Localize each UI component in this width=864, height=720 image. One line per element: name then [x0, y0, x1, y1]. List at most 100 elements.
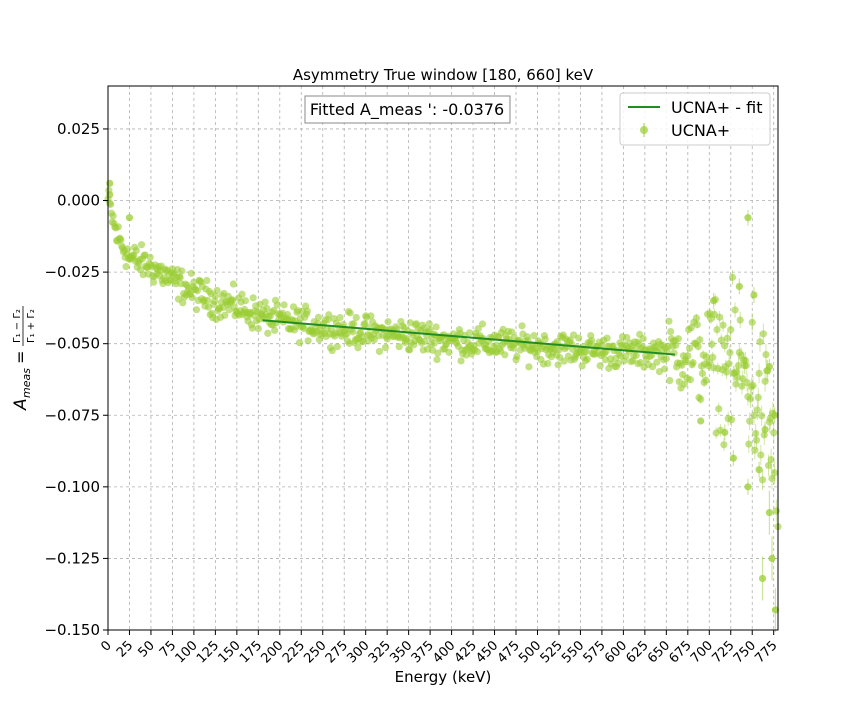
data-point	[674, 335, 682, 343]
data-point	[336, 313, 344, 322]
y-tick-label: −0.050	[44, 335, 100, 353]
data-point	[122, 262, 130, 271]
data-point	[193, 287, 201, 295]
data-point	[203, 276, 211, 285]
data-point	[541, 335, 549, 343]
data-point	[717, 336, 725, 344]
data-point	[745, 440, 753, 448]
y-label-numerator: Γ₁ − Γ₂	[12, 309, 23, 343]
data-point	[734, 361, 743, 370]
data-point	[352, 313, 360, 322]
data-point-outlier	[758, 574, 767, 583]
data-point	[588, 337, 596, 345]
data-point	[754, 393, 762, 402]
data-point	[349, 328, 357, 336]
data-point	[672, 341, 680, 349]
data-point-outlier	[721, 428, 729, 437]
data-point-outlier	[770, 411, 779, 419]
data-point	[770, 429, 778, 437]
data-point	[727, 326, 735, 334]
data-point	[188, 294, 196, 302]
data-point	[554, 361, 562, 369]
data-point	[759, 330, 767, 338]
y-tick-label: −0.025	[44, 263, 100, 281]
data-point	[703, 353, 711, 361]
data-point-outlier	[750, 291, 758, 299]
data-point-outlier	[106, 191, 114, 199]
data-point	[544, 359, 552, 368]
data-point-outlier	[709, 297, 718, 305]
data-point	[213, 286, 221, 295]
data-point-outlier	[106, 179, 114, 187]
data-point	[596, 362, 604, 370]
data-point	[623, 333, 631, 342]
data-point	[665, 317, 673, 325]
x-axis-label: Energy (keV)	[395, 668, 492, 686]
data-point	[137, 241, 146, 249]
data-point	[176, 273, 184, 282]
annotation-text: Fitted A_meas ': -0.0376	[310, 100, 504, 120]
data-point-outlier	[744, 214, 752, 222]
data-point	[405, 346, 414, 354]
data-point	[221, 311, 229, 319]
data-point	[518, 322, 526, 330]
data-point	[732, 380, 740, 388]
data-point	[249, 294, 257, 302]
data-point-outlier	[755, 466, 763, 474]
data-point-outlier	[765, 362, 774, 371]
data-point-outlier	[761, 425, 769, 434]
data-point	[146, 253, 154, 261]
data-point	[751, 446, 759, 454]
data-point	[109, 212, 117, 220]
data-point	[425, 320, 433, 328]
data-point	[513, 352, 521, 360]
data-point	[359, 337, 367, 345]
data-point	[748, 318, 756, 326]
data-point	[692, 314, 700, 322]
data-point	[280, 301, 288, 309]
data-point	[304, 337, 312, 345]
y-label-symbol: A	[11, 398, 31, 411]
legend-label-data: UCNA+	[671, 121, 730, 140]
data-point-outlier	[765, 509, 774, 517]
data-point	[684, 352, 692, 360]
data-point	[553, 338, 561, 346]
data-point	[412, 320, 420, 328]
data-point	[761, 377, 769, 385]
data-point	[648, 363, 657, 371]
data-point	[432, 323, 440, 331]
data-point	[693, 320, 701, 329]
data-point	[430, 339, 439, 347]
data-point	[473, 348, 481, 356]
data-point	[614, 359, 622, 367]
data-point	[708, 340, 716, 348]
data-point-outlier	[735, 282, 743, 291]
data-point	[702, 376, 710, 384]
data-point	[333, 342, 341, 351]
fit-line	[262, 319, 676, 356]
data-point	[721, 342, 729, 350]
data-point-outlier	[771, 606, 780, 614]
data-point	[263, 304, 271, 313]
data-point	[653, 358, 661, 366]
data-point	[474, 325, 482, 333]
data-point	[350, 320, 358, 328]
data-point	[622, 352, 630, 360]
data-point	[723, 334, 731, 342]
data-point	[682, 358, 690, 366]
data-point	[179, 299, 187, 307]
data-point	[755, 369, 763, 378]
data-point	[728, 416, 736, 424]
data-point	[172, 280, 180, 288]
data-point	[328, 346, 336, 355]
data-point	[457, 357, 465, 365]
y-tick-label: −0.125	[44, 549, 100, 567]
data-point	[764, 461, 773, 470]
y-tick-label: 0.025	[57, 120, 100, 138]
data-point	[560, 357, 568, 365]
data-point	[187, 269, 195, 277]
data-point	[569, 331, 578, 339]
data-point	[726, 349, 734, 357]
data-point	[583, 355, 591, 363]
data-point	[433, 355, 441, 364]
